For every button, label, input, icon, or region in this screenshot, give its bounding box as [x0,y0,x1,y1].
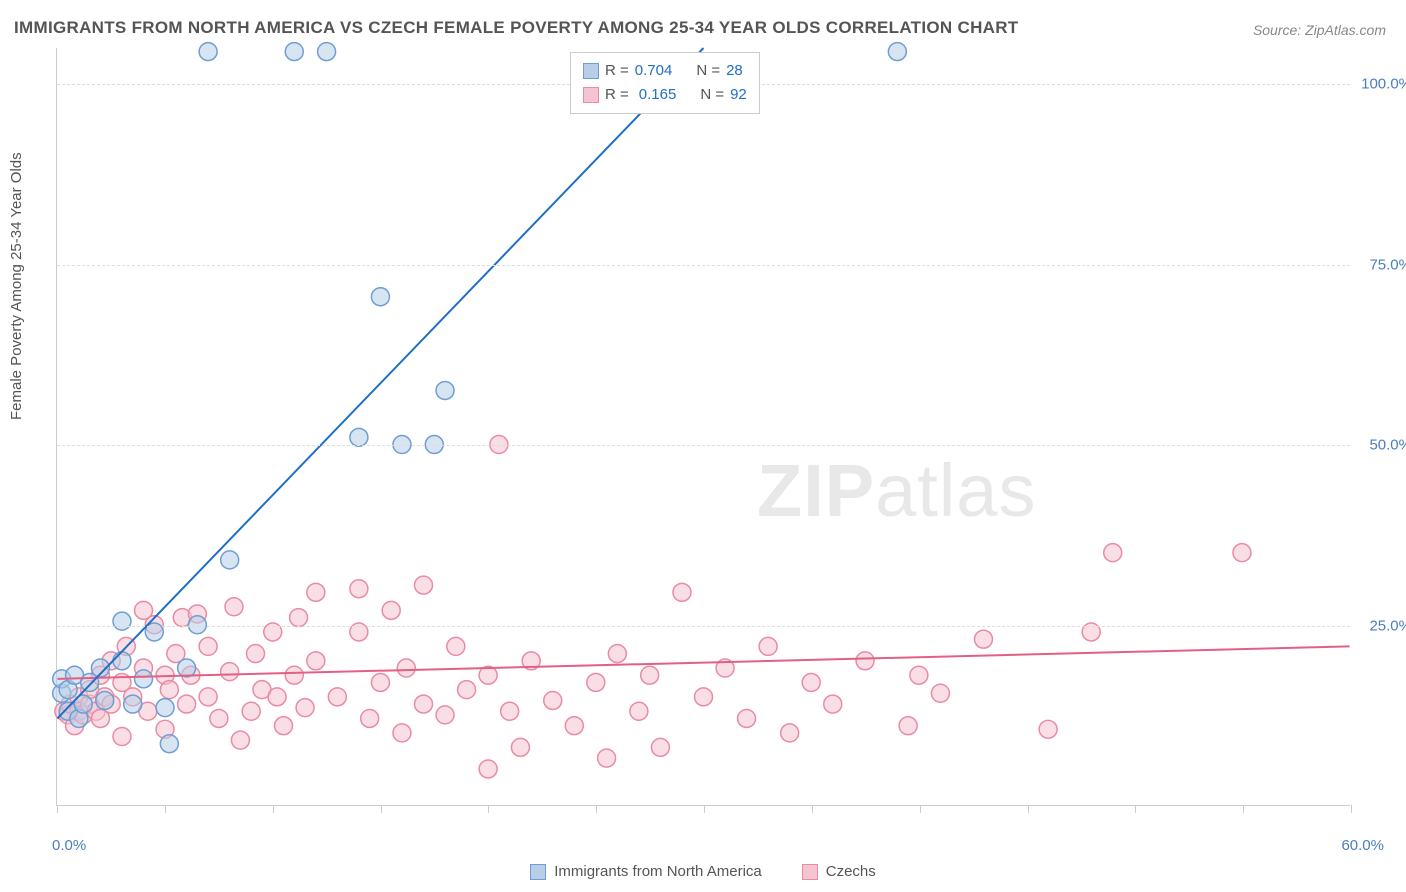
x-tick [920,805,921,813]
legend-label-czechs: Czechs [826,863,876,880]
x-tick-min: 0.0% [52,837,86,854]
legend-item-czechs: Czechs [802,863,876,880]
x-tick [488,805,489,813]
legend-item-immigrants: Immigrants from North America [530,863,762,880]
x-tick [1243,805,1244,813]
y-axis-label: Female Poverty Among 25-34 Year Olds [8,152,25,420]
y-tick-label: 50.0% [1369,437,1406,454]
scatter-plot-svg [57,48,1350,805]
r-label: R = [605,83,629,107]
x-tick [1135,805,1136,813]
grid-line [57,445,1350,446]
x-tick [1351,805,1352,813]
series-legend: Immigrants from North America Czechs [0,863,1406,880]
n-value-czechs: 92 [730,83,747,107]
y-tick-label: 100.0% [1361,76,1406,93]
r-value-immigrants: 0.704 [635,59,673,83]
x-tick [704,805,705,813]
n-label: N = [696,59,720,83]
n-value-immigrants: 28 [726,59,743,83]
y-tick-label: 75.0% [1369,256,1406,273]
x-tick [1028,805,1029,813]
x-tick [812,805,813,813]
grid-line [57,265,1350,266]
legend-square-immigrants [583,63,599,79]
r-value-czechs: 0.165 [639,83,677,107]
legend-row-immigrants: R = 0.704 N = 28 [583,59,747,83]
chart-title: IMMIGRANTS FROM NORTH AMERICA VS CZECH F… [14,18,1019,38]
legend-square-czechs-bottom [802,864,818,880]
correlation-legend: R = 0.704 N = 28 R = 0.165 N = 92 [570,52,760,114]
legend-square-czechs [583,87,599,103]
x-tick-max: 60.0% [1341,837,1384,854]
chart-plot-area: ZIPatlas 25.0%50.0%75.0%100.0% [56,48,1350,806]
grid-line [57,626,1350,627]
n-label: N = [700,83,724,107]
source-label: Source: ZipAtlas.com [1253,22,1386,38]
x-tick [596,805,597,813]
r-label: R = [605,59,629,83]
legend-row-czechs: R = 0.165 N = 92 [583,83,747,107]
x-tick [165,805,166,813]
x-tick [381,805,382,813]
legend-square-immigrants-bottom [530,864,546,880]
y-tick-label: 25.0% [1369,617,1406,634]
legend-label-immigrants: Immigrants from North America [554,863,762,880]
x-tick [273,805,274,813]
x-tick [57,805,58,813]
